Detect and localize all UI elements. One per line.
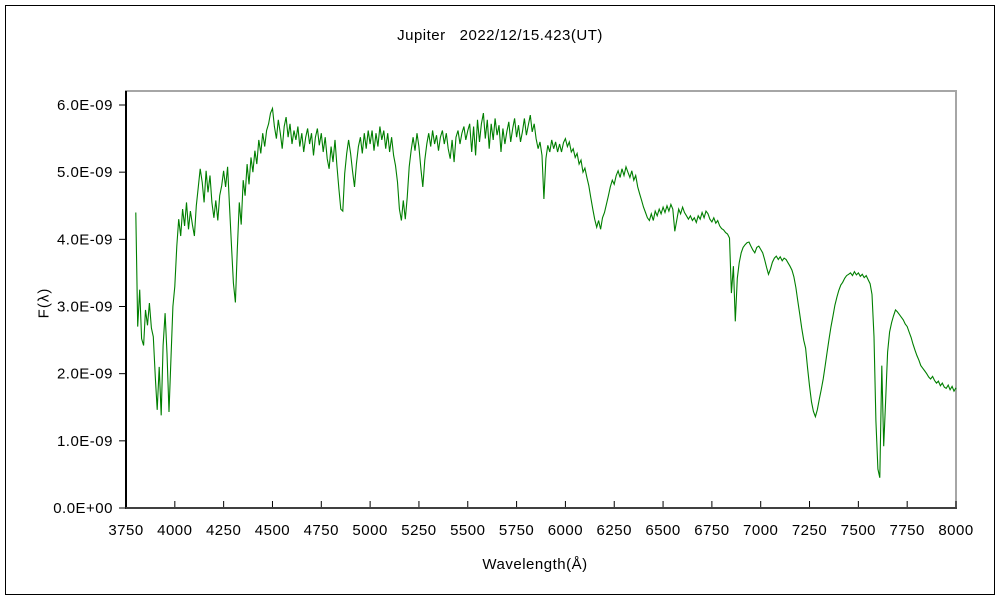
- svg-text:7000: 7000: [743, 522, 778, 539]
- svg-text:3750: 3750: [108, 522, 143, 539]
- svg-text:0.0E+00: 0.0E+00: [53, 500, 113, 517]
- svg-text:4750: 4750: [304, 522, 339, 539]
- x-axis-title: Wavelength(Å): [482, 556, 588, 573]
- chart-title: Jupiter 2022/12/15.423(UT): [397, 27, 603, 44]
- svg-text:7750: 7750: [889, 522, 924, 539]
- svg-text:7500: 7500: [841, 522, 876, 539]
- svg-text:6000: 6000: [548, 522, 583, 539]
- svg-text:5500: 5500: [450, 522, 485, 539]
- svg-text:1.0E-09: 1.0E-09: [57, 433, 113, 450]
- plot-area-border: [125, 90, 957, 509]
- svg-text:3.0E-09: 3.0E-09: [57, 299, 113, 316]
- svg-text:6250: 6250: [597, 522, 632, 539]
- svg-text:6750: 6750: [694, 522, 729, 539]
- spectrum-line: [135, 106, 957, 478]
- svg-text:5.0E-09: 5.0E-09: [57, 164, 113, 181]
- y-axis-ticks: [119, 104, 126, 509]
- svg-text:5000: 5000: [352, 522, 387, 539]
- svg-text:7250: 7250: [792, 522, 827, 539]
- svg-text:6500: 6500: [645, 522, 680, 539]
- svg-text:8000: 8000: [938, 522, 973, 539]
- y-axis-tick-labels: 0.0E+00 1.0E-09 2.0E-09 3.0E-09 4.0E-09 5.0E-…: [53, 97, 113, 517]
- x-axis-tick-labels: 3750 4000 4250 4500 4750 5000 5250 5500 5750 6000…: [108, 522, 973, 539]
- svg-text:5250: 5250: [401, 522, 436, 539]
- svg-text:6.0E-09: 6.0E-09: [57, 97, 113, 114]
- svg-text:4500: 4500: [255, 522, 290, 539]
- svg-text:2.0E-09: 2.0E-09: [57, 366, 113, 383]
- x-axis-ticks: [125, 501, 957, 507]
- svg-text:5750: 5750: [499, 522, 534, 539]
- svg-text:4250: 4250: [206, 522, 241, 539]
- svg-text:4.0E-09: 4.0E-09: [57, 231, 113, 248]
- svg-text:4000: 4000: [157, 522, 192, 539]
